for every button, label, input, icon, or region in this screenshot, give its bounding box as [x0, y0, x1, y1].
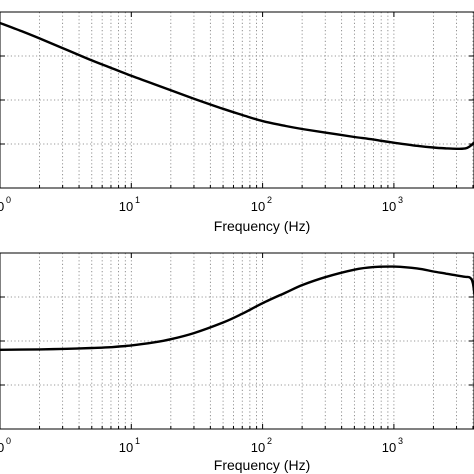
svg-text:10: 10	[0, 199, 4, 214]
grid-lines-bottom	[0, 253, 474, 429]
svg-text:10: 10	[382, 199, 396, 214]
series-line-top	[0, 21, 474, 150]
x-tick-label-top-2: 10 2	[251, 195, 272, 214]
svg-text:10: 10	[119, 440, 133, 455]
x-axis-title-top: Frequency (Hz)	[214, 218, 310, 234]
magnitude-plot: 10 0 10 1 10 2 10 3 Frequency (Hz)	[0, 11, 474, 234]
phase-plot: 10 0 10 1 10 2 10 3 Frequency (Hz)	[0, 252, 474, 473]
x-axis-title-bottom: Frequency (Hz)	[214, 457, 310, 473]
svg-text:10: 10	[0, 440, 4, 455]
x-tick-label-bottom-3: 10 3	[382, 436, 403, 455]
plot-frame-bottom	[0, 252, 474, 430]
svg-text:2: 2	[267, 436, 272, 446]
x-tick-label-bottom-0: 10 0	[0, 436, 11, 455]
x-tick-label-bottom-1: 10 1	[119, 436, 140, 455]
svg-text:2: 2	[267, 195, 272, 205]
svg-text:3: 3	[398, 195, 403, 205]
plot-frame-top	[0, 11, 474, 189]
tick-marks-bottom	[0, 252, 474, 430]
x-tick-label-top-1: 10 1	[119, 195, 140, 214]
svg-text:1: 1	[135, 195, 140, 205]
tick-marks-top	[0, 11, 474, 189]
svg-text:0: 0	[6, 436, 11, 446]
svg-text:10: 10	[251, 199, 265, 214]
svg-text:10: 10	[119, 199, 133, 214]
svg-text:10: 10	[382, 440, 396, 455]
svg-text:10: 10	[251, 440, 265, 455]
x-tick-label-top-0: 10 0	[0, 195, 11, 214]
svg-text:0: 0	[6, 195, 11, 205]
svg-text:3: 3	[398, 436, 403, 446]
svg-text:1: 1	[135, 436, 140, 446]
x-tick-label-top-3: 10 3	[382, 195, 403, 214]
series-line-bottom	[0, 265, 474, 351]
grid-lines-top	[0, 12, 474, 188]
x-tick-label-bottom-2: 10 2	[251, 436, 272, 455]
